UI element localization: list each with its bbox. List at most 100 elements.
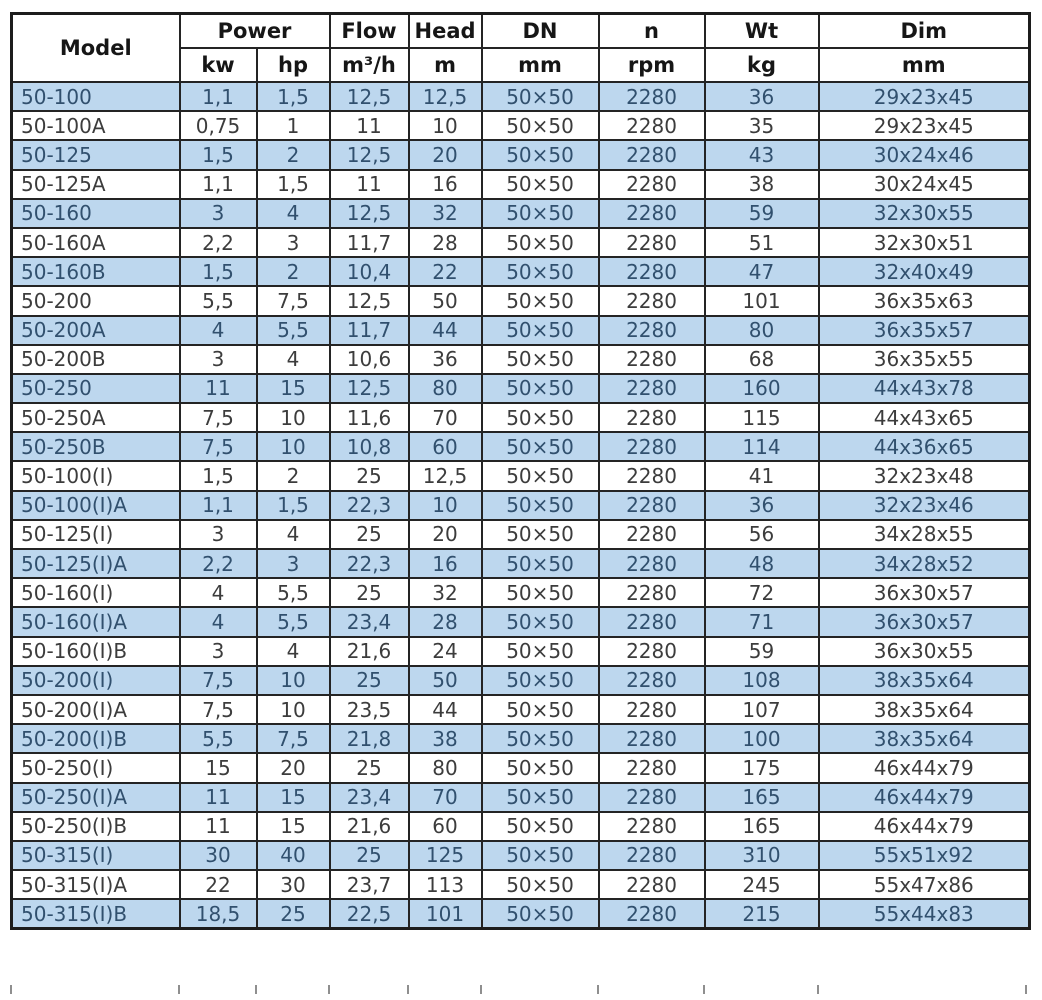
unit-header-dn: mm	[480, 47, 600, 83]
cell-dim: 44x43x65	[817, 402, 1031, 434]
cell-head: 28	[407, 606, 483, 638]
pump-spec-table: Model Power Flow Head DN n Wt Dim kw hp …	[10, 12, 1032, 931]
cell-kw: 7,5	[178, 431, 258, 463]
cell-hp: 4	[255, 635, 331, 667]
cell-dn: 50×50	[480, 869, 600, 901]
table-row: 50-125 1,5 2 12,5 20 50×50 2280 43 30x24x46	[10, 139, 1031, 171]
cell-hp: 40	[255, 839, 331, 872]
cutoff-stub-line	[255, 985, 257, 994]
cell-head: 80	[407, 372, 483, 405]
cell-flow: 23,7	[328, 869, 410, 901]
cell-flow: 23,5	[328, 693, 410, 726]
cell-wt: 72	[703, 577, 820, 609]
table-row: 50-160A 2,2 3 11,7 28 50×50 2280 51 32x30x51	[10, 226, 1031, 259]
cell-hp: 10	[255, 431, 331, 463]
table-body: 50-100 1,1 1,5 12,5 12,5 50×50 2280 36 29x23x45 5…	[10, 80, 1031, 930]
cell-head: 101	[407, 898, 483, 930]
cell-flow: 25	[328, 460, 410, 492]
cell-kw: 30	[178, 839, 258, 872]
table-row: 50-250(I) 15 20 25 80 50×50 2280 175 46x44x79	[10, 752, 1031, 784]
cell-hp: 25	[255, 898, 331, 930]
cell-wt: 215	[703, 898, 820, 930]
cell-dim: 55x44x83	[817, 898, 1031, 930]
cell-hp: 2	[255, 139, 331, 171]
table-row: 50-200(I) 7,5 10 25 50 50×50 2280 108 38x35x64	[10, 664, 1031, 696]
cell-hp: 4	[255, 343, 331, 375]
table-row: 50-160 3 4 12,5 32 50×50 2280 59 32x30x55	[10, 197, 1031, 229]
cell-model: 50-160	[10, 197, 181, 229]
cell-wt: 245	[703, 869, 820, 901]
cell-wt: 175	[703, 752, 820, 784]
table-row: 50-125A 1,1 1,5 11 16 50×50 2280 38 30x24x45	[10, 168, 1031, 200]
cutoff-stub-line	[178, 985, 180, 994]
cell-hp: 1,5	[255, 168, 331, 200]
cell-wt: 51	[703, 226, 820, 259]
cell-head: 16	[407, 168, 483, 200]
cell-hp: 2	[255, 460, 331, 492]
cell-wt: 100	[703, 723, 820, 755]
cell-model: 50-160B	[10, 256, 181, 288]
cell-head: 36	[407, 343, 483, 375]
cell-flow: 25	[328, 577, 410, 609]
cell-model: 50-100(I)	[10, 460, 181, 492]
cell-wt: 35	[703, 110, 820, 142]
cell-n: 2280	[597, 810, 706, 842]
cell-n: 2280	[597, 402, 706, 434]
cell-head: 60	[407, 810, 483, 842]
cell-dn: 50×50	[480, 372, 600, 405]
cell-flow: 12,5	[328, 139, 410, 171]
col-header-dn: DN	[480, 12, 600, 49]
cell-wt: 165	[703, 810, 820, 842]
cell-dim: 36x30x57	[817, 606, 1031, 638]
cell-flow: 12,5	[328, 197, 410, 229]
cell-dn: 50×50	[480, 460, 600, 492]
cutoff-stub-line	[10, 985, 12, 994]
cell-kw: 1,1	[178, 80, 258, 113]
cell-n: 2280	[597, 577, 706, 609]
table-row: 50-160B 1,5 2 10,4 22 50×50 2280 47 32x40x49	[10, 256, 1031, 288]
cell-flow: 11	[328, 110, 410, 142]
table-row: 50-100A 0,75 1 11 10 50×50 2280 35 29x23x45	[10, 110, 1031, 142]
cell-dn: 50×50	[480, 898, 600, 930]
cell-hp: 1,5	[255, 489, 331, 521]
cell-wt: 59	[703, 635, 820, 667]
cell-hp: 1,5	[255, 80, 331, 113]
cell-n: 2280	[597, 343, 706, 375]
cell-dn: 50×50	[480, 781, 600, 813]
cell-n: 2280	[597, 372, 706, 405]
cell-kw: 4	[178, 577, 258, 609]
cell-n: 2280	[597, 869, 706, 901]
cell-flow: 11	[328, 168, 410, 200]
cell-dim: 32x23x46	[817, 489, 1031, 521]
cell-model: 50-250	[10, 372, 181, 405]
cell-head: 70	[407, 781, 483, 813]
cell-wt: 80	[703, 314, 820, 346]
col-header-dim: Dim	[817, 12, 1031, 49]
cell-dim: 38x35x64	[817, 693, 1031, 726]
table-row: 50-160(I)B 3 4 21,6 24 50×50 2280 59 36x30x55	[10, 635, 1031, 667]
cell-model: 50-100(I)A	[10, 489, 181, 521]
cell-kw: 11	[178, 372, 258, 405]
cell-flow: 10,4	[328, 256, 410, 288]
cell-hp: 4	[255, 518, 331, 551]
table-row: 50-200(I)B 5,5 7,5 21,8 38 50×50 2280 100 38x35x…	[10, 723, 1031, 755]
cell-flow: 12,5	[328, 285, 410, 317]
cell-head: 32	[407, 197, 483, 229]
cell-model: 50-160(I)	[10, 577, 181, 609]
cell-kw: 7,5	[178, 402, 258, 434]
cell-n: 2280	[597, 606, 706, 638]
cell-dim: 30x24x45	[817, 168, 1031, 200]
cell-hp: 7,5	[255, 285, 331, 317]
cell-dim: 55x51x92	[817, 839, 1031, 872]
cell-model: 50-200(I)	[10, 664, 181, 696]
cell-n: 2280	[597, 139, 706, 171]
cell-dim: 36x35x63	[817, 285, 1031, 317]
cell-hp: 20	[255, 752, 331, 784]
cutoff-stub-line	[1025, 985, 1027, 994]
cell-dim: 36x35x55	[817, 343, 1031, 375]
cell-flow: 11,7	[328, 314, 410, 346]
cell-kw: 7,5	[178, 693, 258, 726]
cell-kw: 5,5	[178, 723, 258, 755]
cell-n: 2280	[597, 752, 706, 784]
cell-n: 2280	[597, 226, 706, 259]
